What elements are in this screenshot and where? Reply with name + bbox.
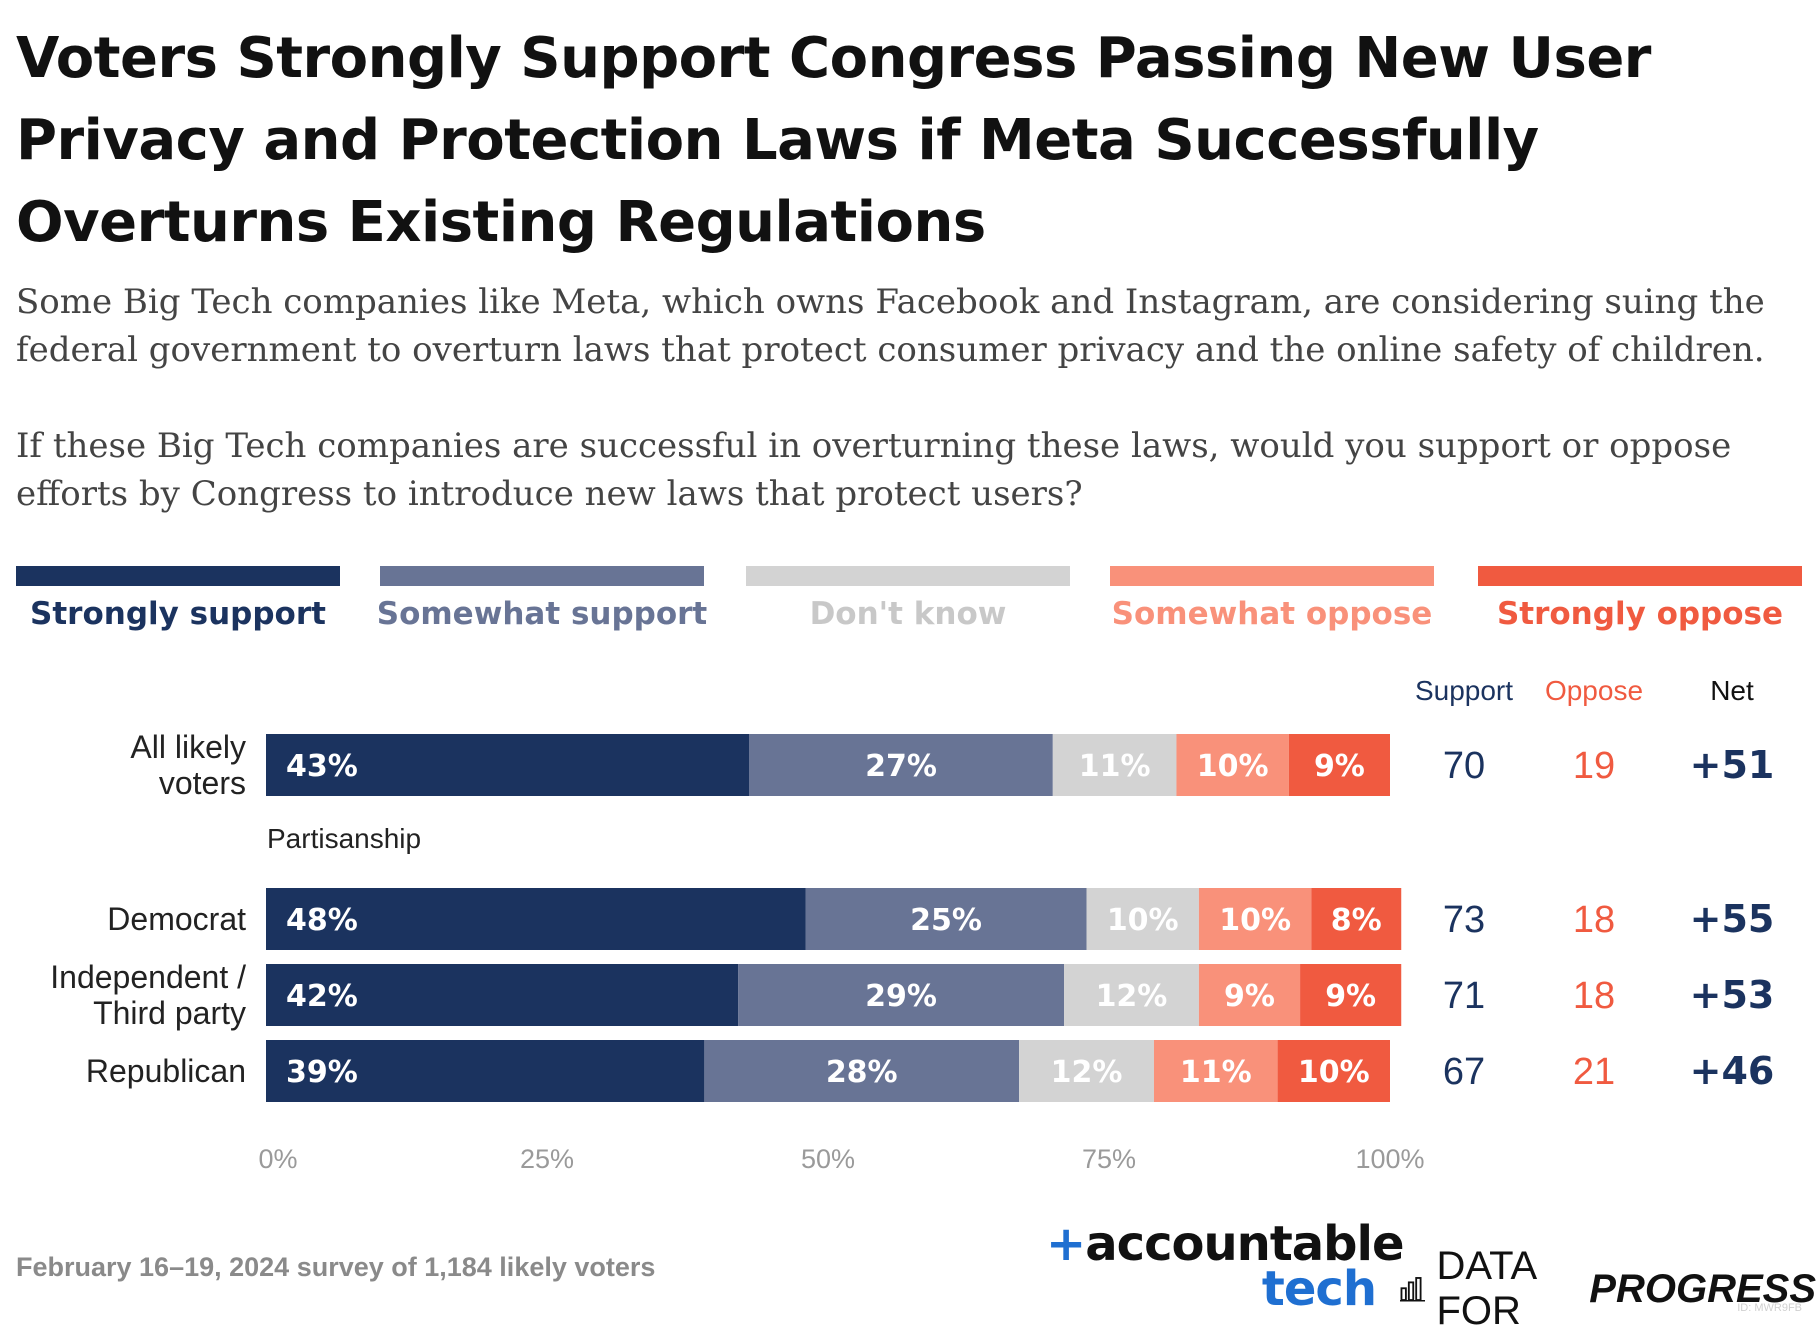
bar-segment [738, 964, 1065, 1026]
bar-segment [1153, 1040, 1278, 1102]
data-label: 39% [286, 1055, 358, 1090]
data-label: 10% [1197, 749, 1269, 784]
bar-segment [704, 1040, 1020, 1102]
legend-swatch [380, 566, 704, 586]
support-value: 70 [1443, 745, 1485, 787]
logo-dfp-text: DATA FOR [1436, 1244, 1536, 1333]
logo-progress-text: PROGRESS [1589, 1266, 1816, 1311]
accountable-tech-logo: +accountable tech [1046, 1220, 1405, 1317]
data-label: 9% [1314, 749, 1365, 784]
legend-swatch [1110, 566, 1434, 586]
data-label: 9% [1224, 979, 1275, 1014]
oppose-value: 19 [1573, 745, 1615, 787]
logo-accountable-text: accountable [1085, 1216, 1404, 1272]
data-label: 9% [1325, 979, 1376, 1014]
oppose-value: 18 [1573, 975, 1615, 1017]
bar-segment [749, 734, 1053, 796]
bar-segment [805, 888, 1087, 950]
bar-segment [1052, 734, 1177, 796]
stacked-bar-chart: Strongly support Somewhat support Don't kn… [16, 566, 1802, 1174]
support-column-header: Support [1415, 675, 1513, 706]
x-tick-label: 50% [801, 1144, 855, 1174]
data-label: 11% [1180, 1055, 1252, 1090]
bar-segment [1019, 1040, 1154, 1102]
oppose-value: 18 [1573, 899, 1615, 941]
bar-segment [1198, 888, 1312, 950]
support-value: 71 [1443, 975, 1485, 1017]
support-value: 67 [1443, 1051, 1485, 1093]
chart-title: Voters Strongly Support Congress Passing… [16, 26, 1651, 255]
legend-label: Don't know [810, 596, 1007, 632]
survey-note: February 16–19, 2024 survey of 1,184 lik… [16, 1252, 656, 1282]
data-label: 43% [286, 749, 358, 784]
data-label: 48% [286, 903, 358, 938]
data-label: 27% [865, 749, 937, 784]
bar-segment [1311, 888, 1402, 950]
x-tick-label: 100% [1355, 1144, 1424, 1174]
oppose-column-header: Oppose [1545, 675, 1643, 706]
data-label: 10% [1219, 903, 1291, 938]
bar-segment [266, 888, 806, 950]
bar-segment [1288, 734, 1390, 796]
data-label: 11% [1079, 749, 1151, 784]
row-label: All likely [130, 729, 246, 765]
bar-segment [1198, 964, 1301, 1026]
subtitle-question: If these Big Tech companies are successf… [16, 426, 1732, 514]
x-tick-label: 25% [520, 1144, 574, 1174]
bar-segment [1300, 964, 1402, 1026]
bar-segment [266, 964, 739, 1026]
data-label: 8% [1331, 903, 1382, 938]
row-label: Third party [93, 995, 246, 1031]
data-label: 12% [1096, 979, 1168, 1014]
row-label: Republican [86, 1053, 246, 1089]
net-column-header: Net [1710, 675, 1754, 706]
logo-tech-text: tech [1261, 1261, 1377, 1317]
subtitle-context: Some Big Tech companies like Meta, which… [16, 282, 1765, 370]
bar-segment [1176, 734, 1289, 796]
net-value: +55 [1690, 897, 1775, 941]
bar-segment [1064, 964, 1199, 1026]
data-label: 12% [1051, 1055, 1123, 1090]
legend-swatch [746, 566, 1070, 586]
oppose-value: 21 [1573, 1051, 1615, 1093]
bar-chart-icon [1400, 1277, 1426, 1302]
net-value: +46 [1690, 1049, 1775, 1093]
bar-segment [1086, 888, 1199, 950]
row-label: voters [159, 765, 246, 801]
legend-swatch [1478, 566, 1802, 586]
bar-segment [266, 734, 750, 796]
bar-segment [266, 1040, 705, 1102]
data-label: 29% [865, 979, 937, 1014]
logo-plus-glyph: + [1046, 1216, 1086, 1272]
data-label: 10% [1107, 903, 1179, 938]
net-value: +51 [1690, 743, 1775, 787]
bar-segment [1277, 1040, 1390, 1102]
group-label: Partisanship [267, 823, 421, 854]
data-label: 28% [826, 1055, 898, 1090]
legend-label: Somewhat oppose [1112, 596, 1433, 632]
x-tick-label: 75% [1082, 1144, 1136, 1174]
data-label: 25% [910, 903, 982, 938]
support-value: 73 [1443, 899, 1485, 941]
data-label: 10% [1298, 1055, 1370, 1090]
row-label: Independent / [50, 959, 246, 995]
chart-id-watermark: ID: MWR9FB [1737, 1302, 1802, 1314]
x-tick-label: 0% [258, 1144, 297, 1174]
data-for-progress-logo: DATA FOR PROGRESS [1400, 1244, 1816, 1334]
legend-label: Strongly support [30, 596, 326, 632]
legend-label: Strongly oppose [1497, 596, 1783, 632]
net-value: +53 [1690, 973, 1775, 1017]
legend-swatch [16, 566, 340, 586]
data-label: 42% [286, 979, 358, 1014]
legend-label: Somewhat support [377, 596, 708, 632]
row-label: Democrat [107, 901, 246, 937]
